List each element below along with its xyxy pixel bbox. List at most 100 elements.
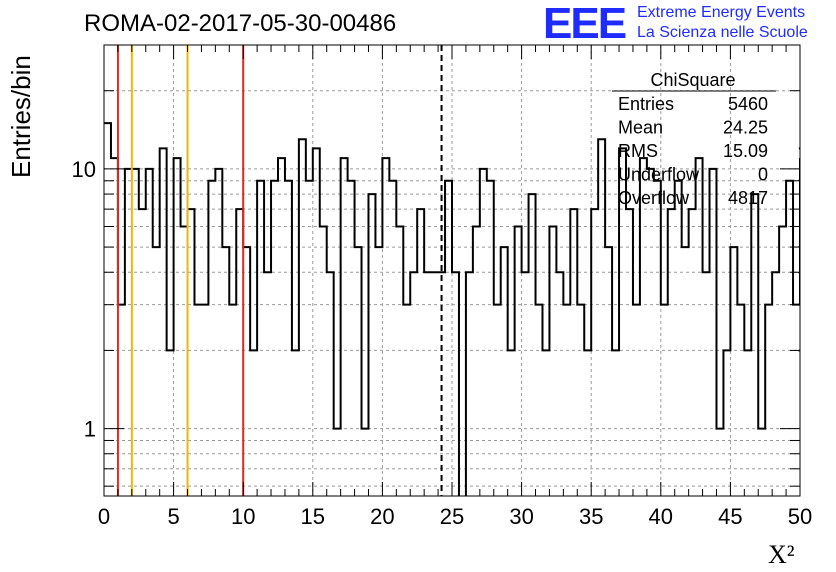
- histogram-bin: [508, 350, 515, 496]
- histogram-bin: [445, 181, 452, 496]
- histogram-bin: [661, 305, 668, 496]
- histogram-bin: [320, 227, 327, 496]
- histogram-bin: [313, 148, 320, 496]
- histogram-bin: [139, 209, 146, 496]
- histogram-bin: [201, 305, 208, 496]
- histogram-bin: [487, 181, 494, 496]
- y-tick-labels: 1 10: [72, 157, 96, 442]
- axis-ticks: [103, 44, 801, 496]
- histogram-bin: [744, 350, 751, 496]
- histogram-bin: [536, 305, 543, 496]
- histogram-bin: [250, 350, 257, 496]
- histogram-bin: [751, 194, 758, 496]
- y-tick-label: 10: [72, 157, 96, 182]
- histogram-bin: [605, 247, 612, 496]
- histogram-bin: [542, 350, 549, 496]
- x-tick-label: 0: [98, 504, 110, 529]
- histogram-bin: [654, 181, 661, 496]
- eee-logo: EEE: [543, 0, 627, 48]
- histogram-bin: [737, 305, 744, 496]
- stats-label: Overflow: [618, 188, 690, 208]
- histogram-bin: [236, 209, 243, 496]
- x-tick-label: 30: [509, 504, 533, 529]
- histogram-bin: [243, 247, 250, 496]
- histogram-bin: [563, 305, 570, 496]
- histogram-bin: [188, 209, 195, 496]
- histogram-bin: [494, 305, 501, 496]
- stats-box-name: ChiSquare: [650, 70, 735, 90]
- stats-label: RMS: [618, 141, 658, 161]
- stats-value: 15.09: [723, 141, 768, 161]
- y-tick-label: 1: [84, 417, 96, 442]
- x-tick-label: 20: [370, 504, 394, 529]
- histogram-bin: [786, 181, 793, 496]
- histogram-bin: [723, 350, 730, 496]
- histogram-bin: [556, 272, 563, 496]
- histogram-bin: [549, 227, 556, 496]
- histogram-bin: [403, 305, 410, 496]
- histogram-bin: [153, 247, 160, 496]
- histogram-bin: [765, 305, 772, 496]
- stats-label: Underflow: [618, 165, 700, 185]
- histogram-bin: [306, 181, 313, 496]
- histogram-bin: [501, 247, 508, 496]
- histogram-bin: [515, 227, 522, 496]
- histogram-bin: [570, 209, 577, 496]
- histogram-bin: [772, 272, 779, 496]
- histogram-bin: [598, 139, 605, 496]
- histogram-bin: [779, 227, 786, 496]
- histogram-bin: [410, 272, 417, 496]
- stats-label: Mean: [618, 118, 663, 138]
- histogram-bin: [710, 169, 717, 496]
- histogram-bin: [257, 181, 264, 496]
- x-tick-labels: 0 5 10 15 20 25 30 35 40 45 50: [98, 504, 812, 529]
- histogram-bin: [229, 305, 236, 496]
- histogram-bin: [793, 305, 800, 496]
- histogram-bin: [285, 181, 292, 496]
- plot-title: ROMA-02-2017-05-30-00486: [84, 10, 397, 37]
- logo-tagline-1: Extreme Energy Events: [637, 4, 806, 21]
- x-tick-label: 50: [788, 504, 812, 529]
- histogram-bin: [466, 272, 473, 496]
- histogram-bin: [424, 272, 431, 496]
- histogram-bin: [626, 209, 633, 496]
- histogram-bin: [222, 247, 229, 496]
- histogram-bin: [577, 305, 584, 496]
- stats-label: Entries: [618, 94, 674, 114]
- histogram-bin: [368, 194, 375, 496]
- histogram-bin: [160, 148, 167, 496]
- stats-value: 24.25: [723, 118, 768, 138]
- histogram-bin: [647, 169, 654, 496]
- histogram-bin: [132, 169, 139, 496]
- histogram-bin: [730, 247, 737, 496]
- histogram-bin: [584, 350, 591, 496]
- stats-value: 4817: [728, 188, 768, 208]
- histogram-bin: [675, 181, 682, 496]
- histogram-bin: [125, 169, 132, 496]
- histogram-bin: [389, 181, 396, 496]
- x-tick-label: 15: [301, 504, 325, 529]
- histogram-outline: [104, 122, 800, 496]
- histogram-bin: [396, 227, 403, 496]
- histogram-bins: [104, 122, 800, 496]
- histogram-bin: [612, 350, 619, 496]
- histogram-bin: [355, 247, 362, 496]
- histogram-bin: [431, 272, 438, 496]
- histogram-bin: [473, 227, 480, 496]
- stats-box: ChiSquare Entries 5460 Mean 24.25 RMS 15.09 Und…: [612, 70, 776, 208]
- logo-tagline-2: La Scienza nelle Scuole: [637, 24, 808, 41]
- x-tick-label: 5: [167, 504, 179, 529]
- histogram-bin: [264, 272, 271, 496]
- x-tick-label: 25: [440, 504, 464, 529]
- x-axis-label: X²: [768, 540, 795, 569]
- histogram-bin: [682, 247, 689, 496]
- histogram-bin: [480, 169, 487, 496]
- histogram-bin: [417, 209, 424, 496]
- marker-lines: [116, 45, 443, 496]
- histogram-bin: [703, 272, 710, 496]
- histogram-bin: [689, 209, 696, 496]
- histogram-bin: [668, 209, 675, 496]
- histogram-bin: [348, 181, 355, 496]
- stats-value: 5460: [728, 94, 768, 114]
